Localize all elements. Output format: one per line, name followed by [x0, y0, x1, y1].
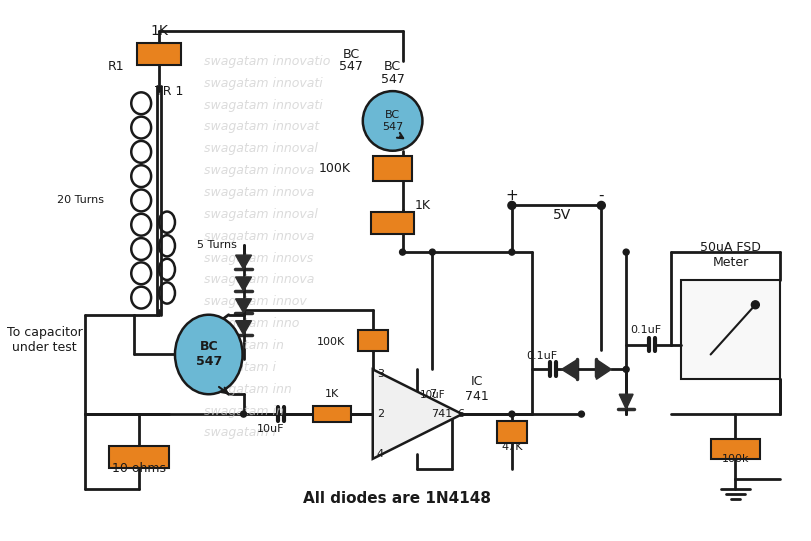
Text: +: +	[505, 188, 517, 203]
Text: IC
741: IC 741	[465, 375, 488, 403]
Text: swagatam innovati: swagatam innovati	[204, 98, 322, 111]
Polygon shape	[235, 321, 251, 334]
Circle shape	[399, 249, 405, 255]
Circle shape	[622, 249, 629, 255]
Text: 6: 6	[457, 409, 464, 419]
Circle shape	[508, 249, 514, 255]
Text: swagatam innovatio: swagatam innovatio	[204, 55, 330, 68]
Text: 47K: 47K	[500, 442, 522, 452]
Bar	[371, 213, 414, 234]
Text: swagatam innovat: swagatam innovat	[204, 121, 319, 134]
Bar	[137, 43, 181, 65]
Text: 0.1uF: 0.1uF	[629, 325, 661, 335]
Text: 5 Turns: 5 Turns	[196, 240, 237, 250]
Text: 10 ohms: 10 ohms	[112, 462, 166, 475]
Text: All diodes are 1N4148: All diodes are 1N4148	[303, 491, 491, 506]
Text: BC
547: BC 547	[195, 340, 221, 368]
Text: swagatam in: swagatam in	[204, 339, 283, 352]
Text: 100K: 100K	[319, 162, 350, 175]
Text: 50uA FSD
Meter: 50uA FSD Meter	[699, 241, 760, 269]
Ellipse shape	[363, 91, 422, 151]
Circle shape	[622, 366, 629, 372]
Ellipse shape	[174, 315, 242, 394]
Polygon shape	[372, 370, 461, 459]
Polygon shape	[595, 359, 611, 379]
Circle shape	[507, 201, 515, 209]
Bar	[372, 156, 412, 181]
Text: BC
547: BC 547	[381, 110, 403, 132]
Text: R1: R1	[108, 60, 124, 73]
Text: swagatam innova: swagatam innova	[204, 273, 314, 286]
Bar	[496, 421, 526, 443]
Bar	[710, 439, 759, 459]
Circle shape	[240, 411, 247, 417]
Text: 741: 741	[431, 409, 452, 419]
Bar	[313, 406, 350, 422]
Circle shape	[429, 249, 435, 255]
Text: 4: 4	[376, 449, 384, 459]
Bar	[109, 446, 169, 468]
Text: 7: 7	[428, 389, 436, 399]
Text: swagatam innovs: swagatam innovs	[204, 252, 313, 265]
Circle shape	[597, 201, 604, 209]
Text: To capacitor
under test: To capacitor under test	[7, 326, 83, 354]
Text: 100K: 100K	[316, 337, 345, 347]
Text: 1K: 1K	[150, 24, 168, 38]
Polygon shape	[235, 299, 251, 313]
Text: swagatam inno: swagatam inno	[204, 317, 298, 330]
Text: 1K: 1K	[414, 199, 430, 212]
Text: swagatam inn: swagatam inn	[204, 383, 291, 396]
Polygon shape	[235, 277, 251, 291]
Circle shape	[750, 301, 758, 309]
Text: swagatam i: swagatam i	[204, 426, 276, 439]
Bar	[680, 280, 779, 379]
Bar	[358, 329, 387, 352]
Text: swagatam innova: swagatam innova	[204, 230, 314, 243]
Polygon shape	[235, 255, 251, 269]
Text: swagatam innov: swagatam innov	[204, 295, 307, 308]
Text: swagatam innoval: swagatam innoval	[204, 142, 317, 155]
Text: 20 Turns: 20 Turns	[58, 195, 105, 206]
Text: swagatam innoval: swagatam innoval	[204, 208, 317, 221]
Text: 547: 547	[338, 60, 363, 73]
Polygon shape	[619, 394, 633, 409]
Text: swagatam i: swagatam i	[204, 361, 276, 374]
Text: 547: 547	[380, 72, 404, 85]
Text: swagatam in: swagatam in	[204, 405, 283, 418]
Text: 2: 2	[376, 409, 384, 419]
Text: TR 1: TR 1	[155, 84, 183, 97]
Text: 10uF: 10uF	[419, 390, 444, 400]
Text: 100k: 100k	[721, 454, 749, 464]
Circle shape	[508, 411, 514, 417]
Text: BC: BC	[342, 48, 359, 61]
Text: 0.1uF: 0.1uF	[526, 352, 556, 361]
Circle shape	[577, 411, 584, 417]
Polygon shape	[561, 359, 577, 379]
Text: -: -	[598, 188, 603, 203]
Text: 3: 3	[376, 370, 384, 379]
Text: swagatam innova: swagatam innova	[204, 186, 314, 199]
Text: 1K: 1K	[324, 389, 339, 399]
Text: 5V: 5V	[551, 208, 570, 222]
Text: swagatam innovati: swagatam innovati	[204, 77, 322, 90]
Text: BC: BC	[384, 60, 401, 73]
Text: swagatam innova: swagatam innova	[204, 164, 314, 177]
Text: 10uF: 10uF	[256, 424, 284, 434]
